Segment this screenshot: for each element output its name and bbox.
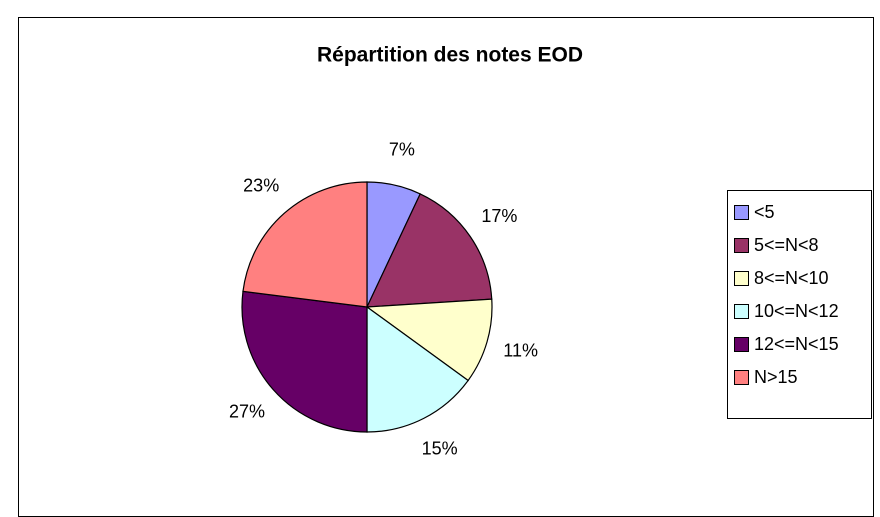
data-label: 27% <box>229 402 265 422</box>
pie-slice <box>242 181 368 308</box>
legend-swatch <box>734 304 749 319</box>
data-label: 15% <box>422 438 458 458</box>
pie-slice <box>366 193 493 308</box>
legend-label: 12<=N<15 <box>754 334 839 354</box>
legend-label: 5<=N<8 <box>754 235 819 255</box>
pie-slice <box>366 305 469 433</box>
data-label: 7% <box>389 140 415 160</box>
legend-label: 10<=N<12 <box>754 301 839 321</box>
pie-slice <box>241 290 368 433</box>
data-label: 17% <box>481 206 517 226</box>
data-label: 11% <box>503 340 538 360</box>
legend-swatch <box>734 271 749 286</box>
legend-label: <5 <box>754 202 775 222</box>
data-label: 23% <box>243 176 279 196</box>
legend-swatch <box>734 337 749 352</box>
legend-swatch <box>734 370 749 385</box>
chart-title: Répartition des notes EOD <box>317 44 583 67</box>
legend-box <box>727 190 872 419</box>
legend-label: 8<=N<10 <box>754 268 829 288</box>
legend-swatch <box>734 238 749 253</box>
legend-swatch <box>734 205 749 220</box>
pie-slice <box>365 298 493 382</box>
legend-label: N>15 <box>754 367 798 387</box>
